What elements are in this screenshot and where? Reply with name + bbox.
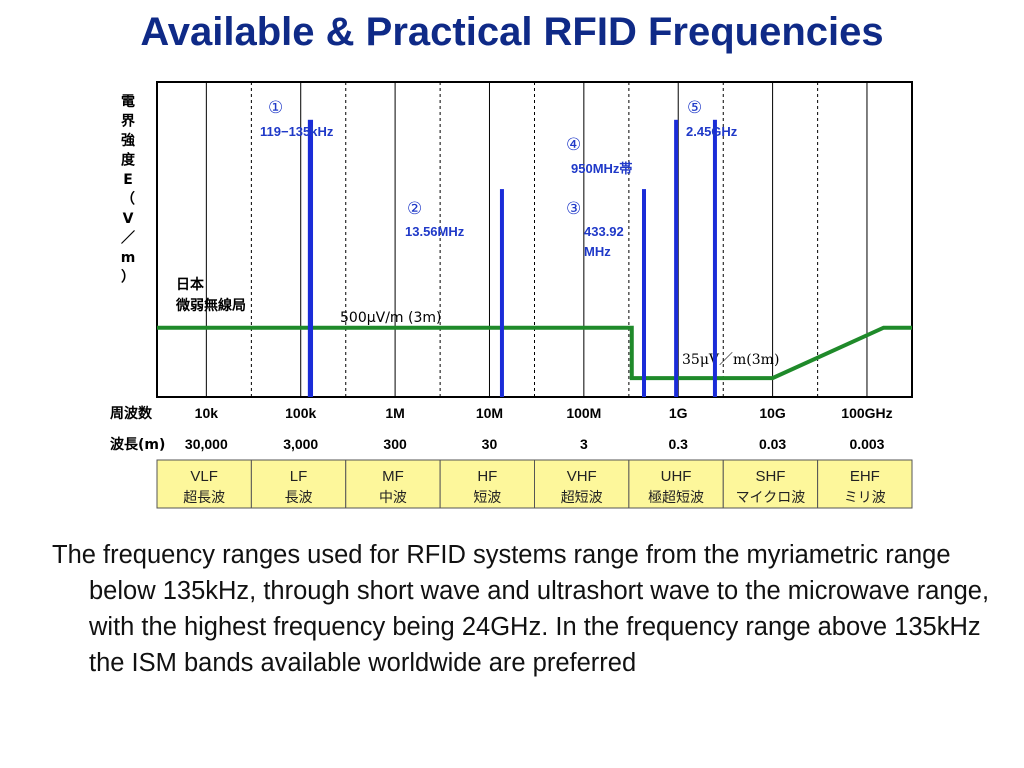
frequency-tick-label: 100GHz (841, 405, 892, 421)
wavelength-value: 3 (580, 436, 588, 452)
frequency-tick-label: 100k (285, 405, 316, 421)
band-name-jp: 超長波 (183, 490, 225, 506)
frequency-tick-label: 1M (385, 405, 404, 421)
rfid-band-bar (674, 119, 679, 398)
band-name: VHF (567, 468, 597, 485)
y-axis-label-char: （ (121, 192, 135, 208)
band-cell (817, 459, 913, 509)
wavelength-value: 0.3 (668, 436, 688, 452)
frequency-tick-label: 10k (195, 405, 219, 421)
frequency-tick-label: 10G (759, 405, 786, 421)
limit-line-region-label: 日本微弱無線局 (175, 276, 246, 314)
band-cell (250, 459, 347, 509)
band-cell (534, 459, 630, 509)
wavelength-value: 30 (482, 436, 498, 452)
band-name: VLF (190, 468, 218, 485)
y-axis-label-char: 界 (121, 114, 136, 130)
limit-line (157, 325, 912, 381)
wavelength-value: 30,000 (185, 436, 228, 452)
rfid-band-label: 950MHz帯 (571, 161, 632, 176)
band-cell (439, 459, 535, 509)
band-name-jp: 長波 (285, 490, 313, 506)
y-axis-label-char: ） (121, 270, 135, 286)
band-name: LF (290, 468, 308, 485)
band-name-jp: 極超短波 (648, 490, 704, 506)
wavelength-value: 3,000 (283, 436, 318, 452)
rfid-band-marker: ⑤ (687, 98, 702, 118)
band-name: HF (477, 468, 497, 485)
band-name-jp: 中波 (379, 490, 407, 506)
rfid-band-marker: ② (407, 199, 422, 219)
y-axis-label-char: m (121, 250, 136, 266)
band-cell (345, 459, 441, 509)
y-axis-label-char: 度 (121, 152, 136, 169)
wavelength-value: 300 (383, 436, 407, 452)
rfid-band-marker: ④ (566, 135, 581, 155)
slide-title: Available & Practical RFID Frequencies (140, 10, 884, 54)
band-name: SHF (755, 468, 785, 485)
y-axis-label-char: V (123, 211, 134, 227)
frequency-tick-label: 100M (566, 405, 601, 421)
y-axis-label-char: 強 (121, 132, 135, 149)
y-axis-label-char: E (123, 172, 133, 188)
band-name-jp: 短波 (473, 490, 501, 506)
band-name: MF (382, 468, 404, 485)
band-cell (722, 459, 819, 509)
slide-body-text: The frequency ranges used for RFID syste… (52, 541, 990, 677)
limit-label-low: 35μV／m(3m) (682, 352, 779, 368)
rfid-band-label: 13.56MHz (405, 224, 465, 239)
rfid-band-label: 2.45GHz (686, 124, 738, 139)
rfid-band-bar (642, 189, 647, 397)
band-name: UHF (661, 468, 692, 485)
band-name: EHF (850, 468, 880, 485)
y-axis-label-char: ／ (121, 231, 135, 247)
limit-label-high: 500μV/m (3m) (340, 310, 441, 326)
band-name-jp: ミリ波 (844, 490, 886, 506)
rfid-band-bar (712, 119, 717, 398)
frequency-tick-label: 10M (476, 405, 503, 421)
frequency-tick-label: 1G (669, 405, 688, 421)
band-name-jp: マイクロ波 (736, 490, 806, 506)
wavelength-value: 0.03 (759, 436, 786, 452)
wavelength-row-label: 波長(m) (110, 436, 165, 453)
wavelength-value: 0.003 (849, 436, 884, 452)
rfid-band-marker: ③ (566, 199, 581, 219)
frequency-row-label: 周波数 (110, 405, 153, 422)
rfid-band-bar (499, 189, 504, 397)
band-name-jp: 超短波 (561, 490, 603, 506)
rfid-band-marker: ① (268, 98, 283, 118)
y-axis-label-char: 電 (121, 93, 135, 110)
rfid-band-label: 119−135kHz (260, 124, 334, 139)
rfid-band-label: 433.92 MHz (584, 224, 624, 259)
rfid-band-bar (307, 119, 314, 398)
